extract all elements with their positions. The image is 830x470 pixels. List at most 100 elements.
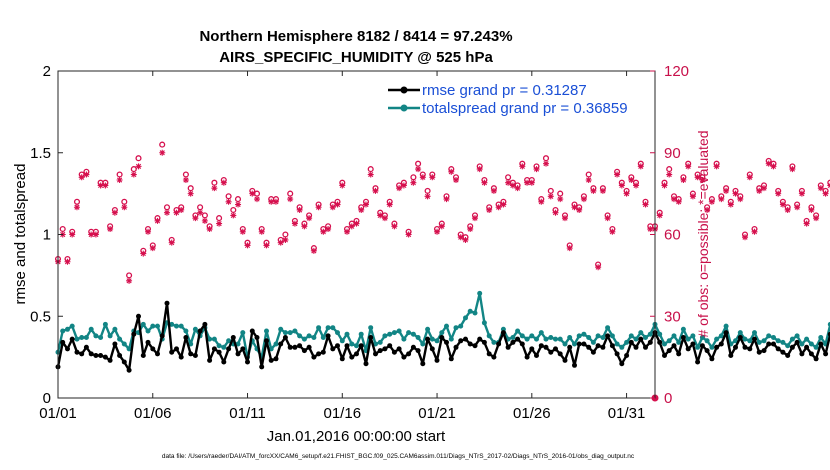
obs-evaluated-marker (746, 174, 753, 181)
rmse-point (576, 341, 582, 347)
obs-evaluated-marker (571, 204, 578, 211)
obs-possible-marker (216, 215, 223, 222)
y-tick-label: 0.5 (30, 308, 51, 325)
obs-evaluated-marker (201, 217, 208, 224)
obs-evaluated-marker (765, 160, 772, 167)
obs-evaluated-marker (334, 201, 341, 208)
rmse-point (747, 346, 753, 352)
rmse-point (245, 359, 250, 365)
totalspread-point (614, 341, 620, 347)
obs-possible-marker (201, 212, 208, 219)
totalspread-point (714, 336, 720, 342)
obs-evaluated-marker (235, 201, 242, 208)
totalspread-point (609, 333, 615, 339)
y2-tick-label: 120 (664, 63, 689, 80)
rmse-point (268, 357, 274, 363)
totalspread-point (695, 344, 701, 350)
rmse-point (145, 339, 151, 345)
rmse-point (718, 341, 724, 347)
rmse-point (458, 338, 464, 344)
rmse-point (406, 351, 412, 357)
obs-evaluated-marker (268, 198, 275, 205)
obs-evaluated-marker (561, 215, 568, 222)
obs-evaluated-marker (661, 182, 668, 189)
totalspread-point (216, 343, 222, 349)
totalspread-point (529, 333, 535, 339)
obs-evaluated-marker (88, 231, 95, 238)
obs-evaluated-marker (192, 215, 199, 222)
obs-evaluated-marker (168, 239, 175, 246)
obs-possible-marker (827, 179, 830, 186)
totalspread-point (766, 333, 772, 339)
obs-evaluated-marker (808, 206, 815, 213)
x-tick-label: 01/01 (39, 405, 77, 422)
rmse-point (690, 341, 696, 347)
obs-evaluated-marker (528, 179, 535, 186)
rmse-point (780, 349, 786, 355)
obs-evaluated-marker (656, 212, 663, 219)
obs-evaluated-marker (348, 223, 355, 230)
obs-evaluated-marker (471, 215, 478, 222)
rmse-point (595, 343, 601, 349)
rmse-point (789, 344, 795, 350)
obs-evaluated-marker (798, 190, 805, 197)
totalspread-point (813, 344, 819, 350)
plot-area (54, 141, 830, 402)
obs-evaluated-marker (732, 190, 739, 197)
totalspread-point (628, 333, 634, 339)
rmse-point (339, 356, 345, 362)
chart-title: Northern Hemisphere 8182 / 8414 = 97.243… (199, 28, 512, 45)
totalspread-point (65, 326, 70, 332)
obs-evaluated-marker (396, 185, 403, 192)
totalspread-point (211, 336, 217, 342)
rmse-point (420, 361, 426, 367)
totalspread-point (69, 323, 75, 329)
totalspread-point (605, 325, 611, 331)
rmse-point (572, 362, 577, 368)
totalspread-point (510, 335, 516, 340)
obs-evaluated-marker (182, 177, 189, 183)
obs-evaluated-marker (310, 247, 317, 254)
rmse-point (647, 339, 653, 345)
totalspread-point (515, 328, 521, 334)
rmse-point (363, 361, 369, 367)
obs-possible-marker (121, 198, 128, 205)
obs-evaluated-marker (301, 223, 308, 230)
rmse-point (65, 346, 70, 352)
rmse-point (273, 356, 279, 362)
obs-evaluated-marker (135, 163, 142, 170)
obs-evaluated-marker (727, 201, 734, 208)
obs-possible-marker (367, 166, 374, 173)
rmse-point (662, 353, 667, 358)
x-tick-label: 01/16 (324, 405, 362, 422)
totalspread-point (330, 325, 336, 331)
obs-evaluated-marker (789, 166, 796, 173)
y2-tick-label: 60 (664, 227, 681, 244)
totalspread-point (174, 323, 179, 329)
obs-evaluated-marker (92, 231, 99, 238)
rmse-point (320, 349, 326, 355)
totalspread-point (619, 344, 625, 350)
totalspread-point (112, 326, 118, 332)
rmse-point (671, 343, 677, 349)
totalspread-point (240, 330, 246, 336)
obs-evaluated-marker (457, 234, 464, 241)
totalspread-point (444, 323, 449, 329)
rmse-point (590, 349, 596, 355)
y2-tick-label: 0 (664, 390, 672, 407)
obs-possible-marker (73, 198, 81, 205)
obs-evaluated-marker (779, 201, 786, 208)
totalspread-point (344, 331, 350, 337)
totalspread-point (188, 341, 194, 347)
totalspread-point (60, 328, 66, 334)
obs-possible-marker (163, 204, 171, 211)
totalspread-point (221, 344, 227, 350)
totalspread-point (699, 335, 705, 340)
rmse-point (605, 333, 611, 339)
rmse-point (140, 353, 146, 358)
totalspread-point (458, 323, 464, 329)
totalspread-point (121, 341, 127, 347)
obs-evaluated-marker (410, 179, 417, 186)
rmse-point (676, 351, 682, 357)
rmse-point (373, 351, 378, 357)
